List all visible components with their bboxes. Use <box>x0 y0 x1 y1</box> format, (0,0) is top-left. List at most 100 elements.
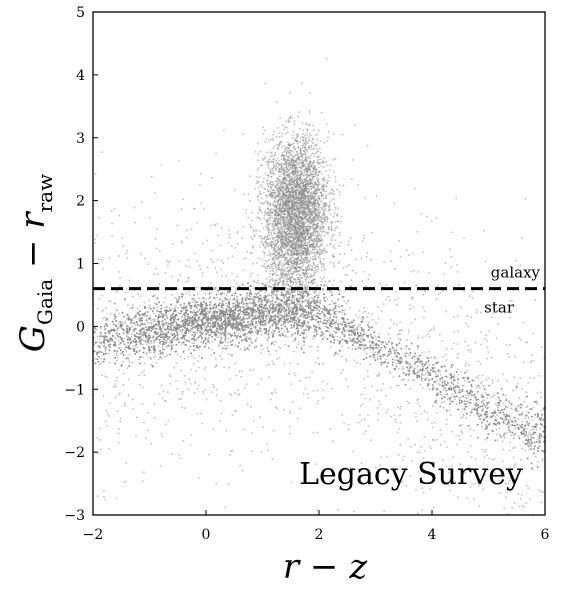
data-point <box>189 329 192 332</box>
data-point <box>522 435 525 438</box>
data-point <box>210 291 213 294</box>
data-point <box>359 338 362 340</box>
data-point <box>515 426 518 429</box>
data-point <box>404 361 407 364</box>
data-point <box>218 335 220 337</box>
data-point <box>193 299 196 301</box>
data-point <box>182 308 185 311</box>
data-point <box>325 296 327 298</box>
data-point <box>403 353 406 355</box>
data-point <box>376 356 379 358</box>
data-point <box>170 332 173 335</box>
data-point <box>251 315 254 317</box>
data-point <box>198 327 201 330</box>
data-point <box>152 318 155 321</box>
data-point <box>132 325 134 328</box>
data-point <box>484 392 486 394</box>
data-point <box>127 359 130 361</box>
data-point <box>531 425 533 428</box>
data-point <box>189 331 191 334</box>
data-point <box>119 352 122 355</box>
data-point <box>125 350 128 353</box>
data-point <box>150 319 152 321</box>
data-point <box>131 361 134 364</box>
data-point <box>392 376 395 378</box>
data-point <box>249 336 252 339</box>
data-point <box>404 347 407 349</box>
data-point <box>427 374 429 376</box>
data-point <box>247 302 249 305</box>
data-point <box>172 344 175 346</box>
data-point <box>455 403 458 405</box>
data-point <box>472 429 475 432</box>
data-point <box>303 344 305 347</box>
data-point <box>207 298 210 300</box>
data-point <box>416 365 419 368</box>
data-point <box>157 332 160 335</box>
data-point <box>163 301 166 303</box>
data-point <box>243 318 246 320</box>
data-point <box>230 319 233 322</box>
data-point <box>226 344 229 347</box>
data-point <box>123 343 126 346</box>
data-point <box>223 299 226 302</box>
data-point <box>141 355 144 358</box>
data-point <box>319 299 321 301</box>
data-point <box>164 339 167 342</box>
data-point <box>395 350 398 353</box>
data-point <box>96 335 99 338</box>
data-point <box>368 340 371 343</box>
data-point <box>280 320 283 322</box>
data-point <box>334 302 337 305</box>
data-point <box>316 303 319 306</box>
data-point <box>141 343 144 346</box>
data-point <box>181 315 184 317</box>
data-point <box>346 329 349 332</box>
data-point <box>312 337 315 340</box>
data-point <box>147 341 150 344</box>
data-point <box>361 334 364 336</box>
data-point <box>494 403 497 406</box>
data-point <box>465 397 468 399</box>
data-point <box>201 331 203 333</box>
data-point <box>408 364 411 367</box>
data-point <box>225 302 227 305</box>
data-point <box>211 341 214 343</box>
data-point <box>517 418 520 420</box>
data-point <box>297 341 300 343</box>
data-point <box>118 343 121 346</box>
data-point <box>199 319 202 322</box>
data-point <box>518 424 520 426</box>
data-point <box>104 350 107 353</box>
data-point <box>428 363 431 366</box>
data-point <box>318 294 320 297</box>
data-point <box>479 387 481 389</box>
data-point <box>227 299 230 301</box>
data-point <box>136 307 139 310</box>
data-point <box>132 345 135 347</box>
data-point <box>503 436 506 439</box>
data-point <box>315 294 318 297</box>
data-point <box>210 301 212 304</box>
data-point <box>509 421 511 424</box>
data-point <box>149 315 152 317</box>
data-point <box>428 388 431 391</box>
data-point <box>529 429 532 431</box>
data-point <box>163 322 166 325</box>
data-point <box>198 348 201 351</box>
data-point <box>322 307 324 310</box>
data-point <box>207 331 210 334</box>
data-point <box>313 326 316 329</box>
data-point <box>252 296 255 299</box>
data-point <box>297 316 300 319</box>
data-point <box>226 292 229 294</box>
data-point <box>141 331 144 333</box>
data-point <box>267 363 270 366</box>
data-point <box>296 318 299 321</box>
data-point <box>542 457 544 460</box>
data-point <box>181 341 184 344</box>
data-point <box>335 319 338 322</box>
data-point <box>457 382 459 384</box>
data-point <box>130 336 133 338</box>
data-point <box>389 337 391 340</box>
